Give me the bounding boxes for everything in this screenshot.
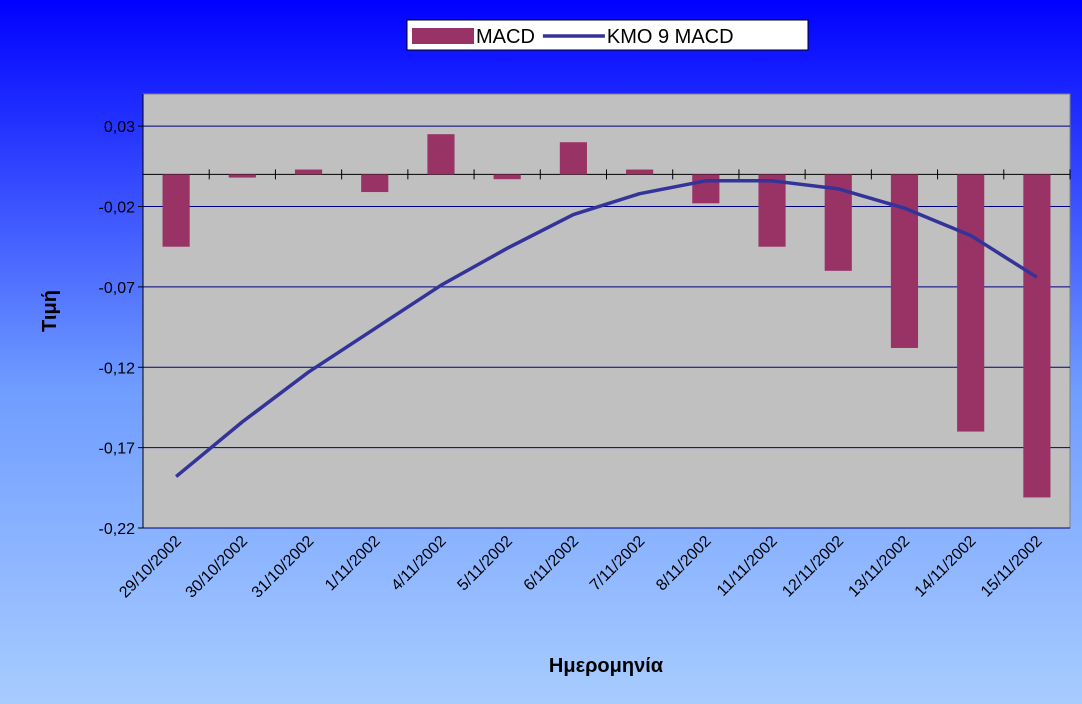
plot-area xyxy=(142,93,1071,529)
bar xyxy=(758,174,786,247)
bar xyxy=(228,174,256,178)
bar xyxy=(626,169,654,175)
y-tick-label: -0,07 xyxy=(99,280,136,297)
y-tick-label: -0,17 xyxy=(99,441,136,458)
bar xyxy=(1023,174,1051,498)
bar xyxy=(559,142,587,175)
y-tick-label: -0,22 xyxy=(99,521,136,538)
bar xyxy=(692,174,720,204)
y-tick-label: -0,02 xyxy=(99,200,136,217)
bar xyxy=(162,174,190,247)
y-axis-label: Τιμή xyxy=(39,290,61,332)
bar xyxy=(957,174,985,432)
bar xyxy=(493,174,521,180)
y-tick-label: 0,03 xyxy=(104,119,135,136)
legend-label: KMO 9 MACD xyxy=(607,26,734,48)
legend-label: MACD xyxy=(476,26,535,48)
bar xyxy=(890,174,919,348)
line xyxy=(174,179,1038,478)
bar xyxy=(361,174,389,193)
bar xyxy=(427,134,455,175)
bar xyxy=(294,169,323,175)
x-axis-label: Ημερομηνία xyxy=(549,655,664,677)
y-tick-label: -0,12 xyxy=(99,360,136,377)
legend-swatch xyxy=(412,28,474,44)
